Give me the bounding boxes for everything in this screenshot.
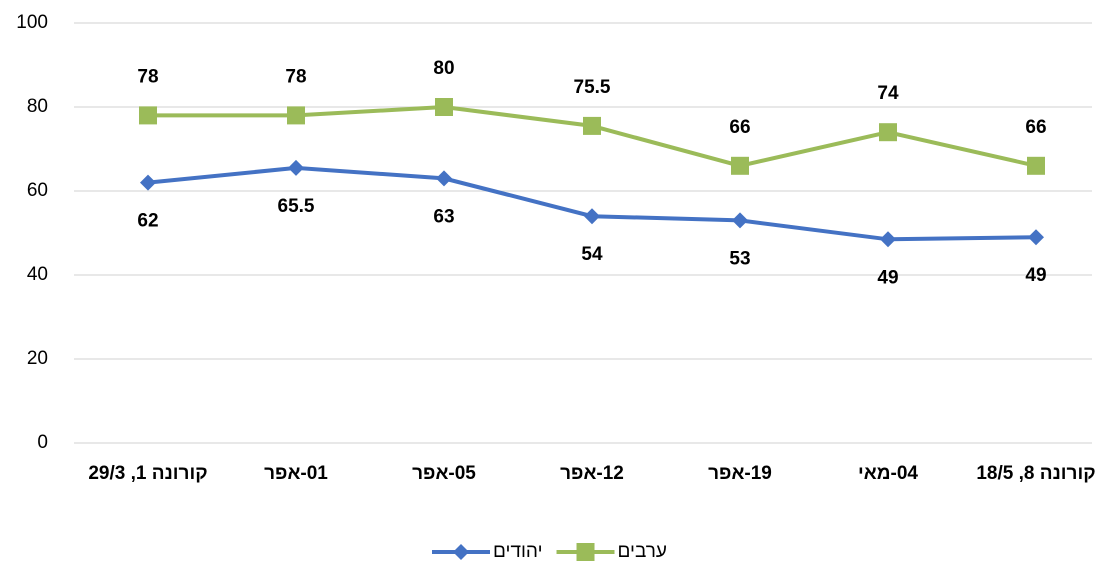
y-tick-label: 40 [27,264,48,285]
data-label: 78 [285,66,306,87]
data-label: 62 [137,211,158,232]
marker [584,208,600,225]
legend-label: יהודים [493,541,543,562]
x-tick-label: 12-אפר [560,463,624,484]
marker [288,159,304,176]
x-tick-label: 05-אפר [412,463,476,484]
y-tick-label: 20 [27,348,48,369]
legend-marker [576,543,595,561]
marker [731,156,749,175]
x-tick-label: 19-אפר [708,463,772,484]
data-label: 66 [729,117,750,138]
marker [880,231,896,248]
data-label: 78 [137,66,158,87]
marker [1027,156,1045,175]
y-tick-label: 80 [27,96,48,117]
marker [140,174,156,191]
legend-marker [453,544,469,560]
legend-label: ערבים [618,541,667,562]
x-tick-label: קורונה 1, 29/3 [88,463,208,484]
x-tick-label: 01-אפר [264,463,328,484]
marker [879,123,897,142]
data-label: 74 [877,83,899,104]
y-tick-label: 100 [16,12,48,33]
x-tick-label: 04-מאי [858,463,918,484]
marker [287,106,305,125]
data-label: 54 [581,244,603,265]
marker [139,106,157,125]
marker [436,170,452,187]
data-label: 66 [1025,117,1046,138]
marker [435,98,453,116]
data-label: 53 [729,248,750,269]
data-label: 75.5 [574,77,611,98]
x-tick-label: קורונה 8, 18/5 [976,463,1096,484]
marker [732,212,748,229]
data-label: 49 [1025,265,1046,286]
y-tick-label: 60 [27,180,48,201]
data-label: 80 [433,58,454,79]
data-label: 63 [433,206,454,227]
y-tick-label: 0 [37,432,48,453]
marker [1028,229,1044,246]
marker [583,116,601,135]
data-label: 65.5 [278,196,315,217]
data-label: 49 [877,267,898,288]
series-line [148,104,1037,168]
